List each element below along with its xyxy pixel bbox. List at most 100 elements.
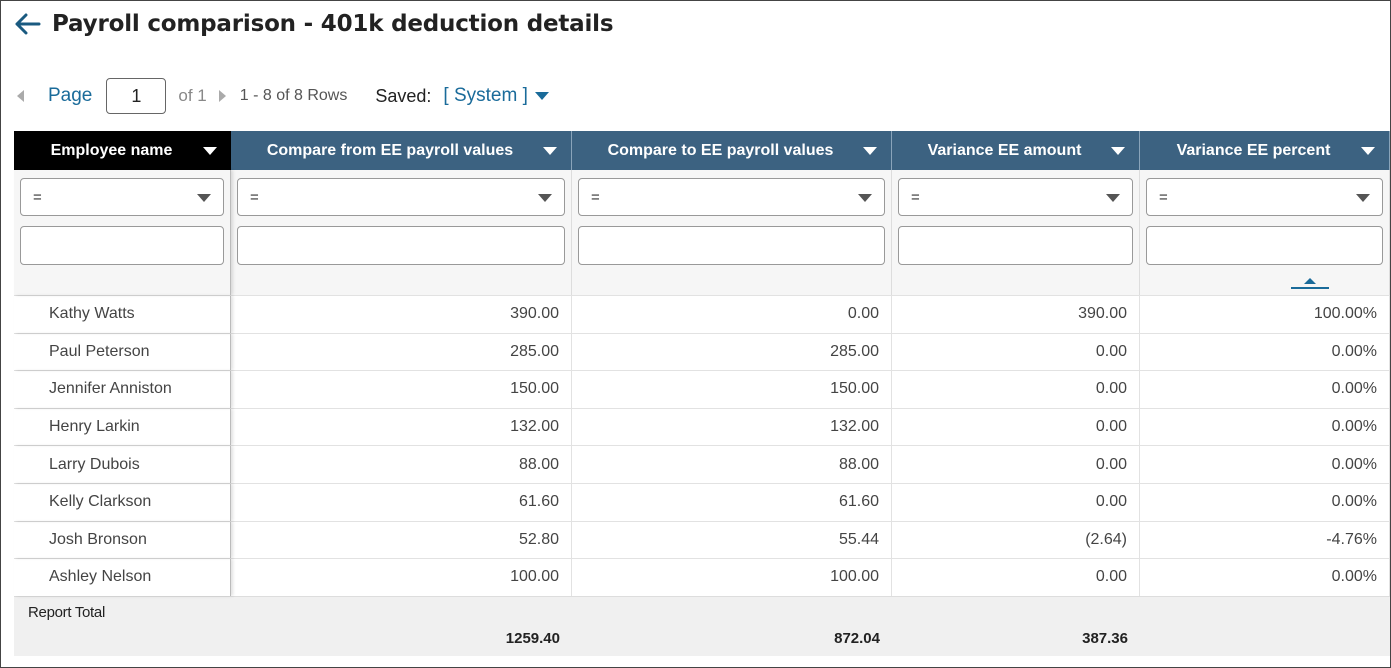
value-cell: 100.00 (231, 559, 572, 596)
chevron-down-icon (1106, 194, 1120, 202)
value-cell: -4.76% (1140, 521, 1390, 559)
table-row[interactable]: Paul Peterson 285.00 285.00 0.00 0.00% (14, 332, 1390, 371)
column-menu-icon[interactable] (203, 147, 217, 155)
saved-view-value: [ System ] (443, 85, 528, 106)
value-cell: 132.00 (231, 408, 572, 446)
filter-operator-select[interactable]: = (237, 178, 565, 216)
column-menu-icon[interactable] (1111, 147, 1125, 155)
value-cell: 285.00 (231, 333, 572, 371)
table-row[interactable]: Josh Bronson 52.80 55.44 (2.64) -4.76% (14, 520, 1390, 559)
filter-value-input[interactable] (20, 226, 224, 265)
pager: Page of 1 1 - 8 of 8 Rows Saved: [ Syste… (14, 78, 549, 114)
value-cell: 0.00 (892, 408, 1140, 446)
chevron-down-icon (538, 194, 552, 202)
value-cell: 0.00% (1140, 333, 1390, 371)
value-cell: 100.00 (572, 559, 892, 596)
page-label: Page (48, 85, 93, 106)
value-cell: 285.00 (572, 333, 892, 371)
filter-value-input[interactable] (237, 226, 565, 265)
column-header-compare-from[interactable]: Compare from EE payroll values (231, 131, 572, 170)
value-cell: 52.80 (231, 521, 572, 559)
total-value: 1259.40 (505, 629, 560, 647)
page-number-input[interactable] (106, 78, 167, 114)
value-cell: 61.60 (572, 483, 892, 521)
sort-ascending-icon[interactable] (1291, 277, 1329, 289)
saved-label: Saved: (375, 85, 432, 106)
filter-operator-select[interactable]: = (1146, 178, 1383, 216)
employee-name-cell: Paul Peterson (14, 333, 231, 371)
value-cell: 0.00% (1140, 446, 1390, 483)
value-cell: 0.00% (1140, 483, 1390, 521)
column-menu-icon[interactable] (1361, 147, 1375, 155)
saved-view-dropdown[interactable]: [ System ] (443, 85, 549, 107)
employee-name-cell: Larry Dubois (14, 446, 231, 483)
column-header-compare-to[interactable]: Compare to EE payroll values (572, 131, 892, 170)
value-cell: 150.00 (231, 371, 572, 408)
total-label: Report Total (28, 603, 106, 621)
column-header-variance-amount[interactable]: Variance EE amount (892, 131, 1140, 170)
total-value: 387.36 (1082, 629, 1128, 647)
value-cell: 0.00 (892, 559, 1140, 596)
value-cell: 0.00 (892, 483, 1140, 521)
filter-cell: = (231, 170, 572, 295)
table-row[interactable]: Larry Dubois 88.00 88.00 0.00 0.00% (14, 445, 1390, 483)
value-cell: 390.00 (231, 296, 572, 333)
employee-name-cell: Kathy Watts (14, 296, 231, 333)
next-page-icon[interactable] (218, 90, 226, 102)
row-count-label: 1 - 8 of 8 Rows (239, 87, 348, 104)
page-count-label: of 1 (178, 86, 207, 105)
chevron-down-icon (197, 194, 211, 202)
total-value (1140, 597, 1390, 656)
column-header-variance-percent[interactable]: Variance EE percent (1140, 131, 1390, 170)
filter-operator-select[interactable]: = (578, 178, 885, 216)
chevron-down-icon (534, 92, 549, 100)
value-cell: 61.60 (231, 483, 572, 521)
value-cell: 150.00 (572, 371, 892, 408)
filter-operator-select[interactable]: = (898, 178, 1133, 216)
column-menu-icon[interactable] (863, 147, 877, 155)
arrow-left-icon[interactable] (14, 10, 42, 38)
table-row[interactable]: Ashley Nelson 100.00 100.00 0.00 0.00% (14, 558, 1390, 596)
value-cell: 0.00 (572, 296, 892, 333)
value-cell: 55.44 (572, 521, 892, 559)
value-cell: 0.00% (1140, 559, 1390, 596)
table-row[interactable]: Kathy Watts 390.00 0.00 390.00 100.00% (14, 295, 1390, 333)
table-body: Kathy Watts 390.00 0.00 390.00 100.00% Paul P… (14, 295, 1390, 596)
table-row[interactable]: Kelly Clarkson 61.60 61.60 0.00 0.00% (14, 482, 1390, 521)
column-menu-icon[interactable] (543, 147, 557, 155)
employee-name-cell: Henry Larkin (14, 408, 231, 446)
filter-cell: = (1140, 170, 1390, 295)
value-cell: 100.00% (1140, 296, 1390, 333)
employee-name-cell: Ashley Nelson (14, 559, 231, 596)
title-bar: Payroll comparison - 401k deduction deta… (14, 8, 614, 40)
employee-name-cell: Jennifer Anniston (14, 371, 231, 408)
filter-operator-select[interactable]: = (20, 178, 224, 216)
value-cell: 132.00 (572, 408, 892, 446)
chevron-down-icon (1356, 194, 1370, 202)
filter-row: = = = = = (14, 170, 1390, 295)
previous-page-icon[interactable] (17, 90, 24, 102)
filter-cell: = (892, 170, 1140, 295)
employee-name-cell: Josh Bronson (14, 521, 231, 559)
data-grid: Employee name Compare from EE payroll va… (14, 131, 1390, 656)
total-value: 872.04 (834, 629, 880, 647)
value-cell: 0.00 (892, 333, 1140, 371)
filter-value-input[interactable] (898, 226, 1133, 265)
value-cell: 88.00 (572, 446, 892, 483)
header-row: Employee name Compare from EE payroll va… (14, 131, 1390, 170)
table-row[interactable]: Jennifer Anniston 150.00 150.00 0.00 0.00% (14, 370, 1390, 408)
value-cell: 390.00 (892, 296, 1140, 333)
value-cell: 0.00 (892, 371, 1140, 408)
total-row: Report Total 1259.40 872.04 387.36 (14, 595, 1390, 656)
page-title: Payroll comparison - 401k deduction deta… (52, 11, 614, 37)
value-cell: 0.00% (1140, 371, 1390, 408)
filter-value-input[interactable] (578, 226, 885, 265)
filter-cell: = (572, 170, 892, 295)
column-header-employee-name[interactable]: Employee name (14, 131, 231, 170)
filter-value-input[interactable] (1146, 226, 1383, 265)
table-row[interactable]: Henry Larkin 132.00 132.00 0.00 0.00% (14, 407, 1390, 446)
value-cell: 0.00 (892, 446, 1140, 483)
value-cell: 0.00% (1140, 408, 1390, 446)
value-cell: 88.00 (231, 446, 572, 483)
chevron-down-icon (858, 194, 872, 202)
